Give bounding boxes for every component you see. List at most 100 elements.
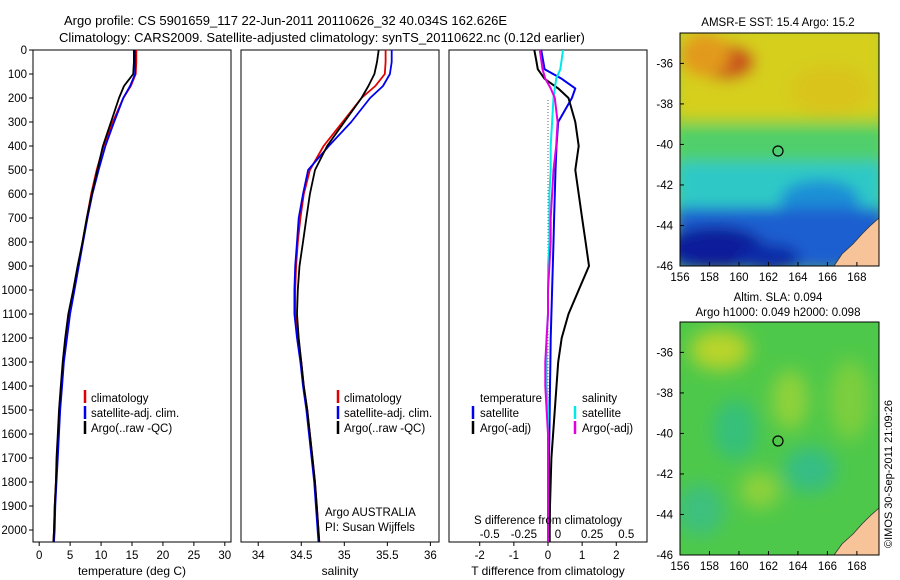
lat-tick-label: -46 bbox=[656, 550, 673, 562]
depth-tick-label: 400 bbox=[8, 141, 27, 153]
sla-map-title-1: Altim. SLA: 0.094 bbox=[734, 292, 823, 304]
sst-map-frame bbox=[679, 32, 880, 267]
series-line-satellite-adj--clim- bbox=[53, 50, 137, 542]
depth-tick-label: 1000 bbox=[1, 285, 27, 297]
legend-label-climatology: climatology bbox=[344, 393, 402, 405]
legend-label-s-satellite: satellite bbox=[582, 408, 621, 420]
depth-tick-label: 500 bbox=[8, 165, 27, 177]
legend-label-climatology: climatology bbox=[91, 393, 149, 405]
sla-land bbox=[833, 507, 879, 555]
lon-tick-label: 158 bbox=[700, 272, 719, 284]
series-line-argo---raw--qc- bbox=[52, 50, 135, 542]
depth-tick-label: 1100 bbox=[2, 309, 27, 321]
depth-axis: 0 100 200 300 400 500 600 700 800 900 1000 1100 1200… bbox=[1, 45, 33, 537]
x-tick-label: 20 bbox=[157, 550, 170, 562]
lon-tick-label: 168 bbox=[847, 561, 866, 573]
legend-label-t-argo: Argo(-adj) bbox=[480, 423, 531, 435]
lat-tick-label: -44 bbox=[656, 220, 673, 232]
sla-high bbox=[740, 472, 780, 508]
depth-tick-label: 1200 bbox=[1, 333, 27, 345]
depth-tick-label: 1400 bbox=[1, 381, 27, 393]
x-tick-label: 34 bbox=[252, 550, 265, 562]
lat-tick-label: -42 bbox=[656, 180, 673, 192]
lon-tick-label: 164 bbox=[788, 561, 808, 573]
s-difference-label: S difference from climatology bbox=[474, 515, 622, 527]
header-line-2: Climatology: CARS2009. Satellite-adjuste… bbox=[59, 30, 585, 45]
temperature-panel bbox=[32, 49, 232, 543]
temperature-profiles bbox=[52, 50, 138, 542]
legend-label-argo: Argo(..raw -QC) bbox=[344, 423, 425, 435]
s-tick-label: 0 bbox=[555, 529, 561, 541]
lon-tick-label: 164 bbox=[788, 272, 808, 284]
sst-map bbox=[680, 33, 879, 266]
sst-map-title: AMSR-E SST: 15.4 Argo: 15.2 bbox=[701, 17, 854, 29]
sla-map-title-2: Argo h1000: 0.049 h2000: 0.098 bbox=[696, 307, 861, 319]
legend-label-s-argo: Argo(-adj) bbox=[582, 423, 633, 435]
lon-tick-label: 160 bbox=[729, 272, 748, 284]
depth-tick-label: 1700 bbox=[1, 453, 27, 465]
difference-legend: temperature salinity satellite Argo(-adj… bbox=[471, 393, 633, 435]
depth-tick-label: 300 bbox=[8, 117, 27, 129]
sla-map-axes: 156 158 160 162 164 166 168 -36 -38 -40 -42 -44 -46 bbox=[656, 347, 866, 573]
legend-title-salinity: salinity bbox=[582, 393, 617, 405]
sst-warm-patch bbox=[680, 33, 730, 77]
s-tick-label: 0.5 bbox=[618, 529, 634, 541]
sla-high bbox=[690, 330, 750, 370]
legend-label-satellite: satellite-adj. clim. bbox=[344, 408, 432, 420]
salinity-panel bbox=[240, 49, 440, 543]
difference-profiles bbox=[533, 50, 590, 542]
lon-tick-label: 168 bbox=[847, 272, 866, 284]
series-line-salinity-argo--adj- bbox=[538, 50, 559, 542]
sst-front bbox=[680, 128, 879, 166]
depth-tick-label: 1300 bbox=[1, 357, 27, 369]
depth-tick-label: 100 bbox=[8, 69, 27, 81]
salinity-profiles bbox=[293, 50, 393, 542]
lon-tick-label: 166 bbox=[818, 561, 837, 573]
depth-tick-label: 700 bbox=[8, 213, 27, 225]
sst-land bbox=[833, 217, 879, 266]
x-tick-label: 15 bbox=[126, 550, 139, 562]
sla-low bbox=[713, 400, 757, 460]
x-tick-label: -2 bbox=[475, 550, 485, 562]
sla-map-frame bbox=[679, 321, 880, 556]
depth-tick-label: 2000 bbox=[1, 525, 27, 537]
x-tick-label: 34.5 bbox=[290, 550, 312, 562]
depth-tick-label: 800 bbox=[8, 237, 27, 249]
x-tick-label: 35 bbox=[338, 550, 351, 562]
lon-tick-label: 160 bbox=[729, 561, 748, 573]
sst-cold-core bbox=[740, 244, 800, 266]
credit-stamp: ©IMOS 30-Sep-2011 21:09:26 bbox=[883, 400, 895, 548]
lon-tick-label: 166 bbox=[818, 272, 837, 284]
lon-tick-label: 162 bbox=[759, 561, 778, 573]
lat-tick-label: -40 bbox=[656, 139, 673, 151]
x-tick-label: 5 bbox=[67, 550, 73, 562]
lat-tick-label: -46 bbox=[656, 261, 673, 273]
depth-tick-label: 600 bbox=[8, 189, 27, 201]
lat-tick-label: -42 bbox=[656, 469, 673, 481]
header-line-1: Argo profile: CS 5901659_117 22-Jun-2011… bbox=[64, 13, 507, 28]
legend-label-t-satellite: satellite bbox=[480, 408, 519, 420]
series-line-temperature-argo--adj- bbox=[533, 50, 590, 542]
x-tick-label: 1 bbox=[579, 550, 585, 562]
salinity-x-axis: 34 34.5 35 35.5 36 bbox=[252, 542, 437, 562]
temperature-legend: climatology satellite-adj. clim. Argo(..… bbox=[83, 390, 179, 435]
sla-low bbox=[784, 448, 836, 492]
x-tick-label: 36 bbox=[424, 550, 437, 562]
x-tick-label: 2 bbox=[613, 550, 619, 562]
x-tick-label: -1 bbox=[509, 550, 519, 562]
lat-tick-label: -38 bbox=[656, 388, 673, 400]
legend-label-argo: Argo(..raw -QC) bbox=[91, 423, 172, 435]
depth-tick-label: 0 bbox=[21, 45, 27, 57]
legend-title-temperature: temperature bbox=[480, 393, 542, 405]
temperature-xlabel: temperature (deg C) bbox=[78, 564, 186, 578]
argo-program-note: Argo AUSTRALIA bbox=[325, 507, 416, 519]
x-tick-label: 10 bbox=[95, 550, 108, 562]
difference-x-axis: -2 -1 0 1 2 -0.5 -0.25 0 0.25 0.5 bbox=[475, 529, 635, 562]
sla-map bbox=[680, 322, 879, 555]
depth-tick-label: 200 bbox=[8, 93, 27, 105]
depth-tick-label: 1900 bbox=[1, 501, 27, 513]
sla-high bbox=[830, 360, 870, 440]
lon-tick-label: 156 bbox=[670, 272, 689, 284]
x-tick-label: 25 bbox=[187, 550, 200, 562]
